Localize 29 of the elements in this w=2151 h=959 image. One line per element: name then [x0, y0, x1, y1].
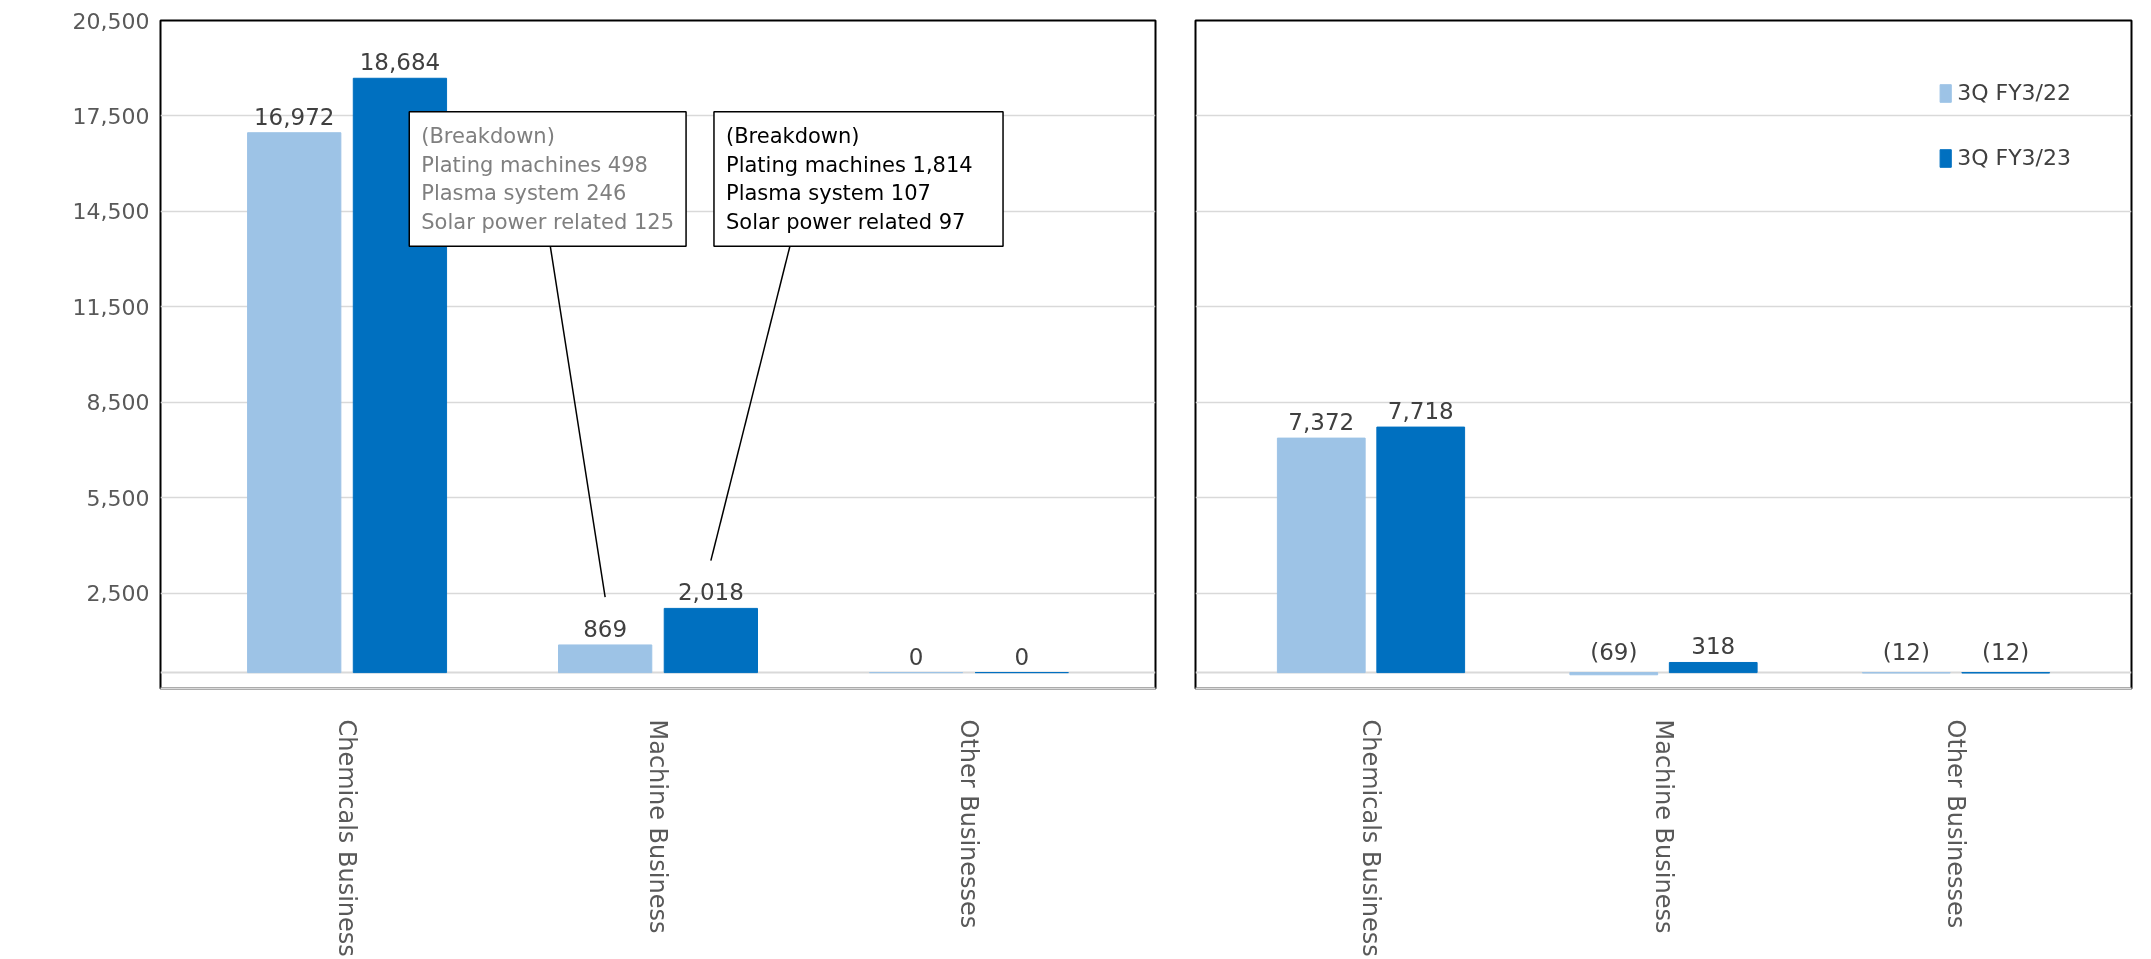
data-label: (12) — [1982, 638, 2030, 665]
x-tick-label: Other Businesses — [954, 719, 983, 929]
data-label: (12) — [1882, 638, 1930, 665]
x-tick-label: Machine Business — [1649, 719, 1678, 934]
y-tick-label: 8,500 — [86, 390, 150, 416]
data-label: 0 — [1014, 643, 1030, 670]
y-tick-label: 2,500 — [86, 581, 150, 607]
y-tick-label: 14,500 — [72, 199, 150, 225]
data-label: 318 — [1691, 633, 1736, 660]
data-label: 18,684 — [359, 49, 441, 76]
data-label: 0 — [908, 643, 924, 670]
data-label: (69) — [1590, 638, 1638, 665]
annotation: (Breakdown) Plating machines 1,814 Plasma system 107 Solar power related 97 — [725, 123, 973, 235]
x-tick-label: Chemicals Business — [1357, 719, 1385, 957]
x-tick-label: Other Businesses — [1942, 719, 1970, 929]
data-label: 7,372 — [1288, 409, 1355, 436]
x-tick-label: Chemicals Business — [333, 719, 362, 957]
legend-label: 3Q FY3/23 — [1957, 145, 2071, 170]
data-label: 7,718 — [1387, 398, 1454, 425]
data-label: 2,018 — [677, 579, 744, 606]
y-tick-label: 17,500 — [72, 103, 150, 129]
data-label: 16,972 — [253, 103, 335, 130]
legend-label: 3Q FY3/22 — [1957, 80, 2071, 105]
annotation: (Breakdown) Plating machines 498 Plasma system 246 Solar power related 125 — [421, 123, 675, 235]
data-label: 869 — [583, 615, 628, 642]
y-tick-label: 20,500 — [72, 8, 150, 34]
y-tick-label: 5,500 — [86, 485, 150, 511]
y-tick-label: 11,500 — [72, 294, 150, 320]
x-tick-label: Machine Business — [644, 719, 672, 934]
